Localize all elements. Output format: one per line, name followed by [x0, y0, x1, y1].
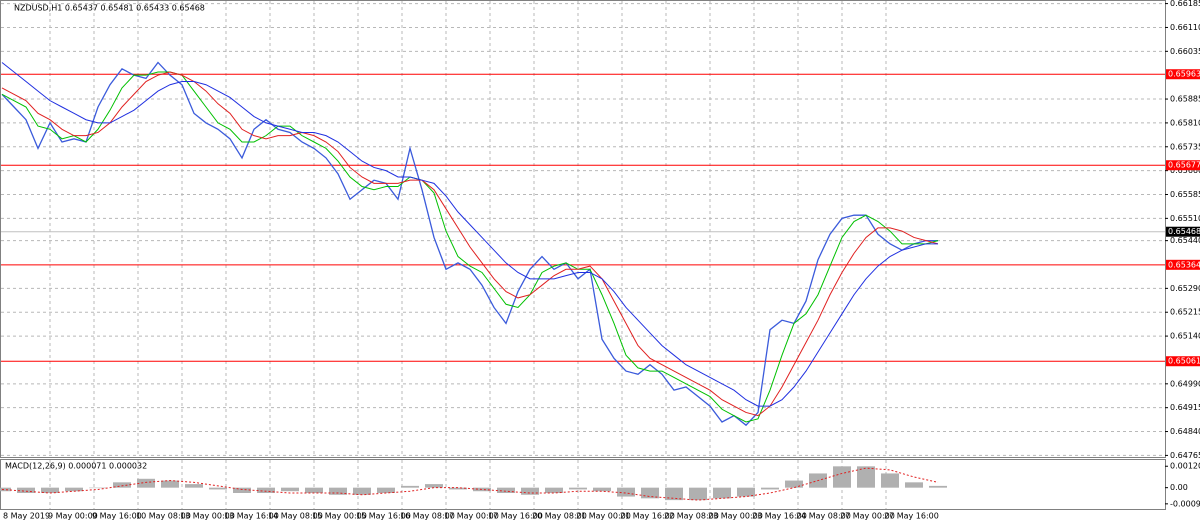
macd-bar	[113, 482, 131, 488]
macd-bar	[281, 487, 299, 492]
macd-bar	[401, 485, 419, 488]
macd-bar	[449, 487, 467, 490]
macd-bar	[857, 466, 875, 488]
macd-bar	[785, 480, 803, 488]
x-tick-label: 21 May 00:00	[576, 512, 631, 521]
current-price-bg	[1166, 226, 1200, 237]
macd-bar	[665, 487, 683, 501]
macd-bar	[257, 487, 275, 493]
macd-bar	[545, 487, 563, 493]
macd-bar	[761, 487, 779, 490]
macd-bar	[329, 487, 347, 495]
level-label-bg	[1166, 160, 1200, 171]
y-tick-label: 0.65510	[1170, 214, 1200, 223]
level-label: 0.65963	[1168, 70, 1200, 79]
x-tick-label: 20 May 08:00	[532, 512, 587, 521]
macd-bar	[497, 487, 515, 493]
macd-bar	[41, 487, 59, 493]
macd-bar	[185, 484, 203, 488]
level-label-bg	[1166, 259, 1200, 270]
moving-average	[1, 71, 939, 423]
macd-bar	[209, 487, 227, 490]
macd-bar	[89, 487, 107, 489]
x-tick-label: 8 May 2019	[3, 512, 50, 521]
macd-bar	[689, 487, 707, 501]
macd-bar	[161, 480, 179, 488]
macd-bar	[929, 485, 947, 488]
macd-bar	[569, 487, 587, 490]
macd-bar	[905, 482, 923, 488]
chart-title: NZDUSD,H1 0.65437 0.65481 0.65433 0.6546…	[14, 4, 205, 13]
x-tick-label: 22 May 08:00	[664, 512, 719, 521]
macd-bar	[377, 487, 395, 493]
x-tick-label: 13 May 16:00	[224, 512, 279, 521]
macd-bar	[713, 487, 731, 499]
level-label-bg	[1166, 69, 1200, 80]
y-tick-label: 0.65735	[1170, 142, 1200, 151]
x-tick-label: 9 May 16:00	[92, 512, 142, 521]
x-tick-label: 27 May 16:00	[884, 512, 939, 521]
macd-bar	[17, 487, 35, 493]
macd-bar	[425, 484, 443, 488]
y-tick-label: 0.64840	[1170, 427, 1200, 436]
macd-bar	[737, 487, 755, 497]
x-tick-label: 14 May 08:00	[268, 512, 323, 521]
x-tick-label: 13 May 00:00	[180, 512, 235, 521]
macd-bar	[137, 478, 155, 488]
macd-signal	[1, 467, 939, 501]
x-tick-label: 21 May 16:00	[620, 512, 675, 521]
macd-bar	[305, 487, 323, 493]
x-tick-label: 23 May 16:00	[752, 512, 807, 521]
macd-bar	[881, 473, 899, 488]
x-tick-label: 10 May 08:00	[136, 512, 191, 521]
x-tick-label: 17 May 00:00	[444, 512, 499, 521]
x-tick-label: 23 May 00:00	[708, 512, 763, 521]
moving-average	[1, 62, 938, 407]
macd-bar	[0, 487, 11, 492]
y-tick-label: 0.65140	[1170, 332, 1200, 341]
macd-bar	[65, 487, 83, 492]
x-tick-label: 24 May 08:00	[796, 512, 851, 521]
level-label: 0.65061	[1168, 357, 1200, 366]
moving-average	[1, 71, 939, 417]
macd-title: MACD(12,26,9) 0.000071 0.000032	[5, 462, 147, 471]
y-tick-label: 0.65215	[1170, 308, 1200, 317]
y-tick-label: 0.65810	[1170, 118, 1200, 127]
main-pane	[0, 0, 1166, 458]
y-tick-label: 0.66185	[1170, 0, 1200, 8]
y-tick-label: 0.66110	[1170, 23, 1200, 32]
x-tick-label: 15 May 16:00	[356, 512, 411, 521]
y-tick-label: 0.66035	[1170, 47, 1200, 56]
x-tick-label: 17 May 16:00	[488, 512, 543, 521]
level-label: 0.65364	[1168, 260, 1200, 269]
y-tick-label: 0.64990	[1170, 379, 1200, 388]
macd-bar	[521, 487, 539, 495]
y-tick-label: 0.64915	[1170, 403, 1200, 412]
x-tick-label: 9 May 00:00	[48, 512, 98, 521]
y-tick-label: 0.65440	[1170, 236, 1200, 245]
y-tick-label: -0.00091	[1170, 499, 1200, 508]
macd-bar	[617, 487, 635, 497]
price-line	[1, 61, 938, 427]
x-tick-label: 16 May 08:00	[400, 512, 455, 521]
macd-bar	[833, 466, 851, 488]
macd-bar	[233, 487, 251, 493]
y-tick-label: 0.65290	[1170, 284, 1200, 293]
macd-bar	[353, 487, 371, 495]
macd-bar	[593, 487, 611, 492]
level-label: 0.65677	[1168, 161, 1200, 170]
x-tick-label: 15 May 00:00	[312, 512, 367, 521]
macd-bar	[641, 487, 659, 499]
x-tick-label: 27 May 00:00	[840, 512, 895, 521]
y-tick-label: 0.65660	[1170, 166, 1200, 175]
y-tick-label: 0.65885	[1170, 95, 1200, 104]
macd-bar	[473, 487, 491, 492]
y-tick-label: 0.64765	[1170, 451, 1200, 460]
y-tick-label: 0.65585	[1170, 190, 1200, 199]
level-label-bg	[1166, 356, 1200, 367]
current-price-label: 0.65468	[1168, 227, 1200, 236]
y-tick-label: 0.001205	[1170, 462, 1200, 471]
y-tick-label: 0.00	[1170, 483, 1188, 492]
